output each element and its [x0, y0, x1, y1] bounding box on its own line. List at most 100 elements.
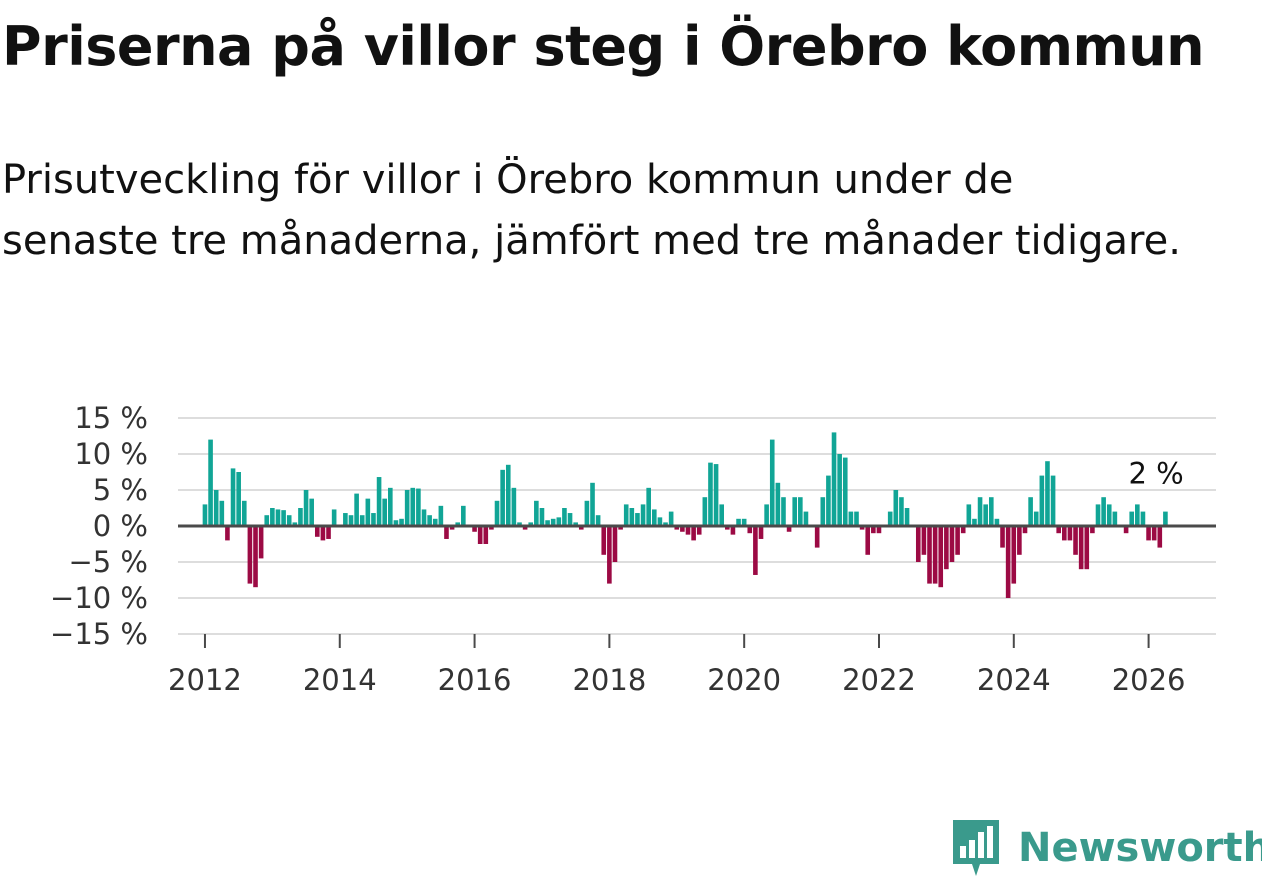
bar — [618, 526, 623, 530]
bar — [393, 520, 399, 526]
grid-layer — [178, 417, 1216, 635]
bar — [1129, 511, 1135, 526]
bar — [685, 526, 691, 535]
bar — [1045, 461, 1050, 526]
bar — [517, 522, 522, 526]
bar — [247, 526, 253, 584]
bar — [725, 526, 730, 530]
bar — [927, 526, 932, 584]
bar — [657, 517, 663, 526]
bar — [899, 497, 904, 526]
bar — [550, 518, 556, 526]
bar — [314, 526, 320, 537]
bar — [960, 526, 966, 534]
x-tick-label: 2016 — [438, 663, 512, 697]
bar — [854, 511, 859, 526]
bar — [522, 526, 528, 530]
y-tick-label: −10 % — [50, 581, 148, 615]
bar — [814, 526, 820, 548]
bar — [365, 498, 371, 526]
bar — [758, 526, 764, 539]
bar — [461, 505, 466, 526]
bar — [1067, 526, 1073, 541]
chart-subtitle: Prisutveckling för villor i Örebro kommu… — [2, 157, 1181, 264]
y-tick-label: −5 % — [68, 545, 148, 579]
bar — [410, 487, 416, 526]
bar — [972, 518, 977, 526]
bar — [1017, 526, 1022, 555]
bar — [427, 515, 432, 526]
bar — [663, 522, 668, 526]
bar — [1039, 475, 1045, 526]
bar — [904, 508, 910, 526]
newsworthy-brand[interactable]: Newsworthy — [950, 818, 1262, 878]
bar — [736, 518, 741, 526]
bar — [264, 515, 270, 526]
bar — [831, 432, 837, 526]
bar — [1095, 504, 1101, 526]
bar — [601, 526, 607, 555]
bar — [1028, 497, 1033, 526]
x-tick-label: 2022 — [842, 663, 916, 697]
bar — [668, 511, 674, 526]
bar — [270, 508, 275, 526]
bar — [404, 490, 410, 526]
bar — [769, 439, 775, 526]
x-tick-label: 2018 — [572, 663, 646, 697]
bar — [1011, 526, 1017, 584]
bar — [225, 526, 230, 541]
bar — [590, 482, 595, 526]
bar — [528, 522, 534, 526]
bar — [865, 526, 871, 555]
y-axis: 15 %10 %5 %0 %−5 %−10 %−15 % — [50, 401, 148, 651]
bar — [651, 509, 657, 526]
x-tick-label: 2020 — [707, 663, 781, 697]
bar — [1146, 526, 1151, 541]
x-tick-label: 2014 — [303, 663, 377, 697]
bar — [848, 511, 854, 526]
y-tick-label: 0 % — [93, 509, 148, 543]
bar — [483, 526, 489, 544]
bar — [281, 510, 286, 526]
bar — [640, 504, 646, 526]
bar — [938, 526, 944, 588]
chart-title: Priserna på villor steg i Örebro kommun — [2, 15, 1205, 78]
y-tick-label: 10 % — [74, 437, 148, 471]
bar — [388, 487, 393, 526]
bar — [680, 526, 685, 532]
bar — [326, 526, 331, 539]
bar — [674, 526, 680, 530]
bar — [702, 497, 708, 526]
bar — [1140, 511, 1146, 526]
bar — [438, 505, 444, 526]
bar — [382, 498, 387, 526]
bar — [949, 526, 955, 562]
bar — [359, 515, 365, 526]
x-axis: 2012 2014 2016 2018 2020 2022 2024 2026 — [168, 634, 1186, 697]
bar — [1084, 526, 1090, 570]
bar — [208, 439, 213, 526]
bar — [1090, 526, 1095, 534]
bar — [275, 509, 281, 526]
bar — [595, 515, 601, 526]
bar — [309, 498, 314, 526]
bar — [775, 482, 781, 526]
bar — [219, 500, 225, 526]
bar — [562, 508, 567, 526]
bar — [842, 457, 848, 526]
y-tick-label: 5 % — [93, 473, 148, 507]
bar — [230, 468, 236, 526]
bar — [258, 526, 264, 559]
bar — [213, 490, 219, 526]
bar — [343, 513, 348, 526]
bar — [646, 487, 651, 526]
bar — [545, 520, 550, 526]
bar — [691, 526, 696, 541]
bar — [1022, 526, 1028, 534]
bar — [286, 515, 292, 526]
bar — [578, 526, 584, 530]
bar — [303, 490, 309, 526]
bar — [1050, 475, 1056, 526]
bar — [331, 509, 337, 526]
bar — [781, 497, 786, 526]
